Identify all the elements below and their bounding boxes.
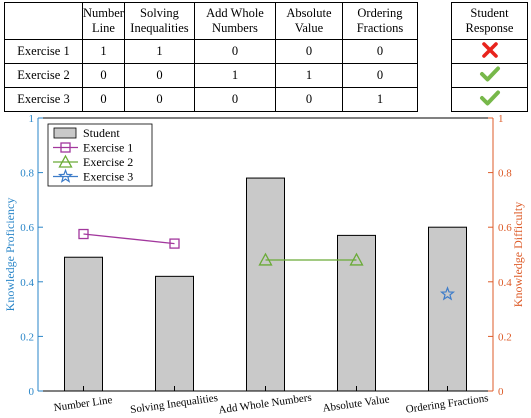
row-label: Exercise 3: [4, 87, 83, 112]
y-tick-label-left: 0.2: [20, 331, 34, 343]
y-tick-label-right: 1: [498, 113, 504, 125]
table-cell: 0: [193, 39, 276, 64]
legend-label: Exercise 3: [83, 170, 133, 184]
legend-swatch-student: [53, 127, 77, 139]
legend-label: Exercise 1: [83, 141, 133, 155]
x-tick-label: Solving Inequalities: [130, 392, 219, 416]
y-tick-label-left: 0: [29, 386, 35, 398]
table-header-row: Number Line Solving Inequalities Add Whole…: [4, 2, 418, 40]
response-cell: [451, 87, 528, 112]
column-header: Add Whole Numbers: [193, 2, 276, 40]
y-tick-label-right: 0.8: [498, 168, 512, 180]
row-label: Exercise 2: [4, 63, 83, 88]
y-tick-label-right: 0.6: [498, 222, 512, 234]
table-cell: 0: [193, 87, 276, 112]
series-exercise-3-marker: [439, 286, 456, 301]
y-tick-label-right: 0.2: [498, 331, 512, 343]
y-axis-title-right: Knowledge Difficulty: [511, 202, 525, 307]
y-tick-label-left: 0.6: [20, 222, 34, 234]
bar-student: [428, 226, 467, 392]
bar-student: [246, 177, 285, 392]
row-label: Exercise 1: [4, 39, 83, 64]
x-tick-label: Ordering Fractions: [405, 392, 489, 415]
table-cell: 0: [82, 63, 125, 88]
x-tick-label: Absolute Value: [322, 393, 390, 414]
table-row: Exercise 1 1 1 0 0 0: [4, 39, 418, 64]
series-exercise-1-line: [83, 233, 175, 245]
x-tick-label: Add Whole Numbers: [218, 392, 313, 417]
legend-exercise-3-marker: [57, 168, 74, 183]
y-tick-label-left: 1: [29, 113, 35, 125]
check-icon: [479, 66, 500, 81]
table-cell: 0: [82, 87, 125, 112]
student-response-table: Student Response: [451, 2, 528, 112]
series-exercise-2-marker: [349, 252, 364, 266]
bar-student: [337, 234, 376, 392]
response-row: [451, 63, 528, 88]
table-row: Exercise 3 0 0 0 0 1: [4, 87, 418, 112]
y-tick-label-right: 0: [498, 386, 504, 398]
series-exercise-1-marker: [169, 238, 180, 249]
table-cell: 0: [274, 87, 343, 112]
legend-label: Student: [83, 126, 120, 140]
response-cell: [451, 39, 528, 64]
exercise-concept-table: Number Line Solving Inequalities Add Whole…: [4, 2, 418, 112]
series-exercise-2-marker: [258, 252, 273, 266]
series-exercise-1-marker: [78, 228, 89, 240]
cross-icon: [481, 41, 498, 58]
table-cell: 1: [341, 87, 418, 112]
y-tick-label-right: 0.4: [498, 277, 512, 289]
legend-exercise-2-marker: [58, 154, 73, 168]
x-tick-label: Number Line: [53, 394, 113, 414]
y-tick-label-left: 0.8: [20, 168, 34, 180]
response-row: [451, 87, 528, 112]
table-cell: 0: [123, 87, 195, 112]
legend-label: Exercise 2: [83, 155, 133, 169]
column-header: Ordering Fractions: [341, 2, 418, 40]
response-row: [451, 39, 528, 64]
bar-student: [155, 275, 194, 392]
response-cell: [451, 63, 528, 88]
legend-exercise-1-marker: [60, 142, 71, 153]
y-tick-label-left: 0.4: [20, 277, 34, 289]
check-icon: [479, 90, 500, 105]
bar-student: [64, 256, 103, 392]
y-axis-title-left: Knowledge Proficiency: [3, 198, 17, 312]
column-header: Absolute Value: [274, 2, 343, 40]
